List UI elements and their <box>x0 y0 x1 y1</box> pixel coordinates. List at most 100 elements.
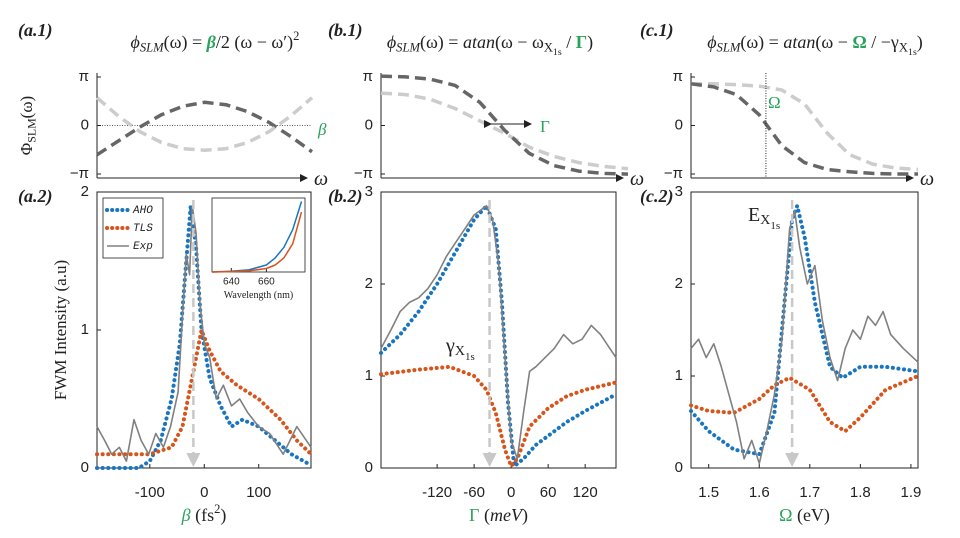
y-tick-label: 0 <box>81 459 89 476</box>
x-tick-label: 0 <box>507 484 515 501</box>
x-axis-label: β (fs2) <box>181 502 227 526</box>
x-tick-label: 60 <box>540 484 557 501</box>
text-part: (ω − <box>815 32 852 53</box>
legend: AHO TLS Exp <box>102 197 164 259</box>
series-line <box>380 91 629 171</box>
x-axis-label: Wavelength (nm) <box>224 290 293 301</box>
x-tick-label: 640 <box>223 277 240 288</box>
text-part: FWM Intensity (a.u) <box>51 260 70 400</box>
text-part: X <box>455 344 465 359</box>
x-tick-label: 1.9 <box>900 484 921 501</box>
y-tick-label: 0 <box>675 116 683 133</box>
text-part: (fs <box>191 505 215 526</box>
series-line <box>691 82 919 172</box>
x-tick-label: 0 <box>200 484 208 501</box>
text-part: (ω) = <box>164 32 207 53</box>
panel-label: (c.2) <box>640 186 673 207</box>
legend-label: AHO <box>132 205 153 217</box>
text-part: ) <box>522 505 528 526</box>
text-part: (ω) <box>17 96 36 119</box>
annotation: Ω <box>768 93 781 112</box>
inset-frame <box>211 197 306 273</box>
text-part: ) <box>587 32 593 53</box>
x-axis-label: ω <box>630 168 644 190</box>
arrow-head <box>785 453 800 467</box>
y-tick-label: −π <box>664 165 683 182</box>
text-part: ) <box>917 32 923 53</box>
legend-label: TLS <box>133 223 153 235</box>
x-tick-label: -120 <box>422 484 452 501</box>
arrow-head <box>186 453 201 467</box>
text-part: (ω) = <box>740 32 783 53</box>
text-part: Ω <box>852 32 866 52</box>
text-part: ϕ <box>387 32 396 52</box>
text-part: /2 (ω − ω′) <box>216 32 293 53</box>
text-part: ϕ <box>131 32 140 52</box>
text-part: Wavelength (nm) <box>224 290 293 301</box>
series-line <box>379 364 618 469</box>
arrow-head <box>482 453 497 467</box>
x-tick-label: 1.8 <box>850 484 871 501</box>
x-tick-label: 1.5 <box>698 484 719 501</box>
y-axis-label: ΦSLM(ω) <box>17 96 38 155</box>
annotation: β <box>317 120 327 139</box>
y-tick-label: −π <box>70 165 89 182</box>
text-part: 1s <box>770 220 780 232</box>
text-part: ϕ <box>707 32 716 52</box>
x-axis-label: ω <box>920 168 934 190</box>
y-axis-label: FWM Intensity (a.u) <box>51 260 70 400</box>
text-part: SLM <box>140 40 165 54</box>
series-line <box>690 82 918 176</box>
x-tick-label: 120 <box>573 484 598 501</box>
text-part: X <box>760 213 770 228</box>
series-line <box>96 100 314 157</box>
annotation: EX1s <box>748 204 780 232</box>
y-tick-label: π <box>363 68 373 85</box>
text-part: 1s <box>908 47 917 58</box>
text-part: 2 <box>293 29 299 43</box>
text-part: / −γ <box>867 32 899 52</box>
text-part: β <box>206 32 217 52</box>
text-part: β <box>317 120 327 139</box>
text-part: SLM <box>24 118 38 143</box>
text-part: Ω <box>768 93 781 112</box>
x-axis-label: ω <box>314 168 328 190</box>
y-tick-label: 1 <box>675 367 683 384</box>
y-tick-label: 2 <box>675 275 683 292</box>
text-part: ω <box>630 168 644 190</box>
x-tick-label: -100 <box>135 484 165 501</box>
text-part: Γ <box>469 505 479 525</box>
text-part: X <box>899 40 908 54</box>
panel-label: (a.2) <box>18 186 53 207</box>
text-part: ω <box>920 168 934 190</box>
text-part: / <box>562 32 576 52</box>
text-part: SLM <box>717 40 742 54</box>
plot-frame <box>380 191 617 469</box>
text-part: γ <box>445 335 455 357</box>
x-tick-label: 100 <box>246 484 271 501</box>
series-line <box>95 96 314 152</box>
equation: ϕSLM(ω) = atan(ω − ωX1s / Γ) <box>387 32 593 58</box>
text-part: SLM <box>396 40 421 54</box>
text-part: Γ <box>540 117 550 136</box>
panel-label: (b.2) <box>328 186 363 207</box>
y-tick-label: 0 <box>675 459 683 476</box>
panel-label: (c.1) <box>640 20 673 41</box>
text-part: atan <box>783 32 815 52</box>
text-part: meV <box>490 505 524 525</box>
y-tick-label: 2 <box>365 275 373 292</box>
legend-label: Exp <box>133 241 153 253</box>
text-part: ω <box>314 168 328 190</box>
annotation: Γ <box>540 117 550 136</box>
x-tick-label: 660 <box>258 277 275 288</box>
series-line <box>95 328 313 457</box>
series-line <box>689 374 920 434</box>
text-part: 2 <box>214 502 220 516</box>
y-tick-label: 1 <box>365 367 373 384</box>
text-part: X <box>544 40 553 54</box>
x-axis-label: Γ (meV) <box>469 505 528 526</box>
annotation: γX1s <box>445 335 475 363</box>
text-part: ) <box>220 505 226 526</box>
text-part: (ω − ω <box>495 32 544 53</box>
